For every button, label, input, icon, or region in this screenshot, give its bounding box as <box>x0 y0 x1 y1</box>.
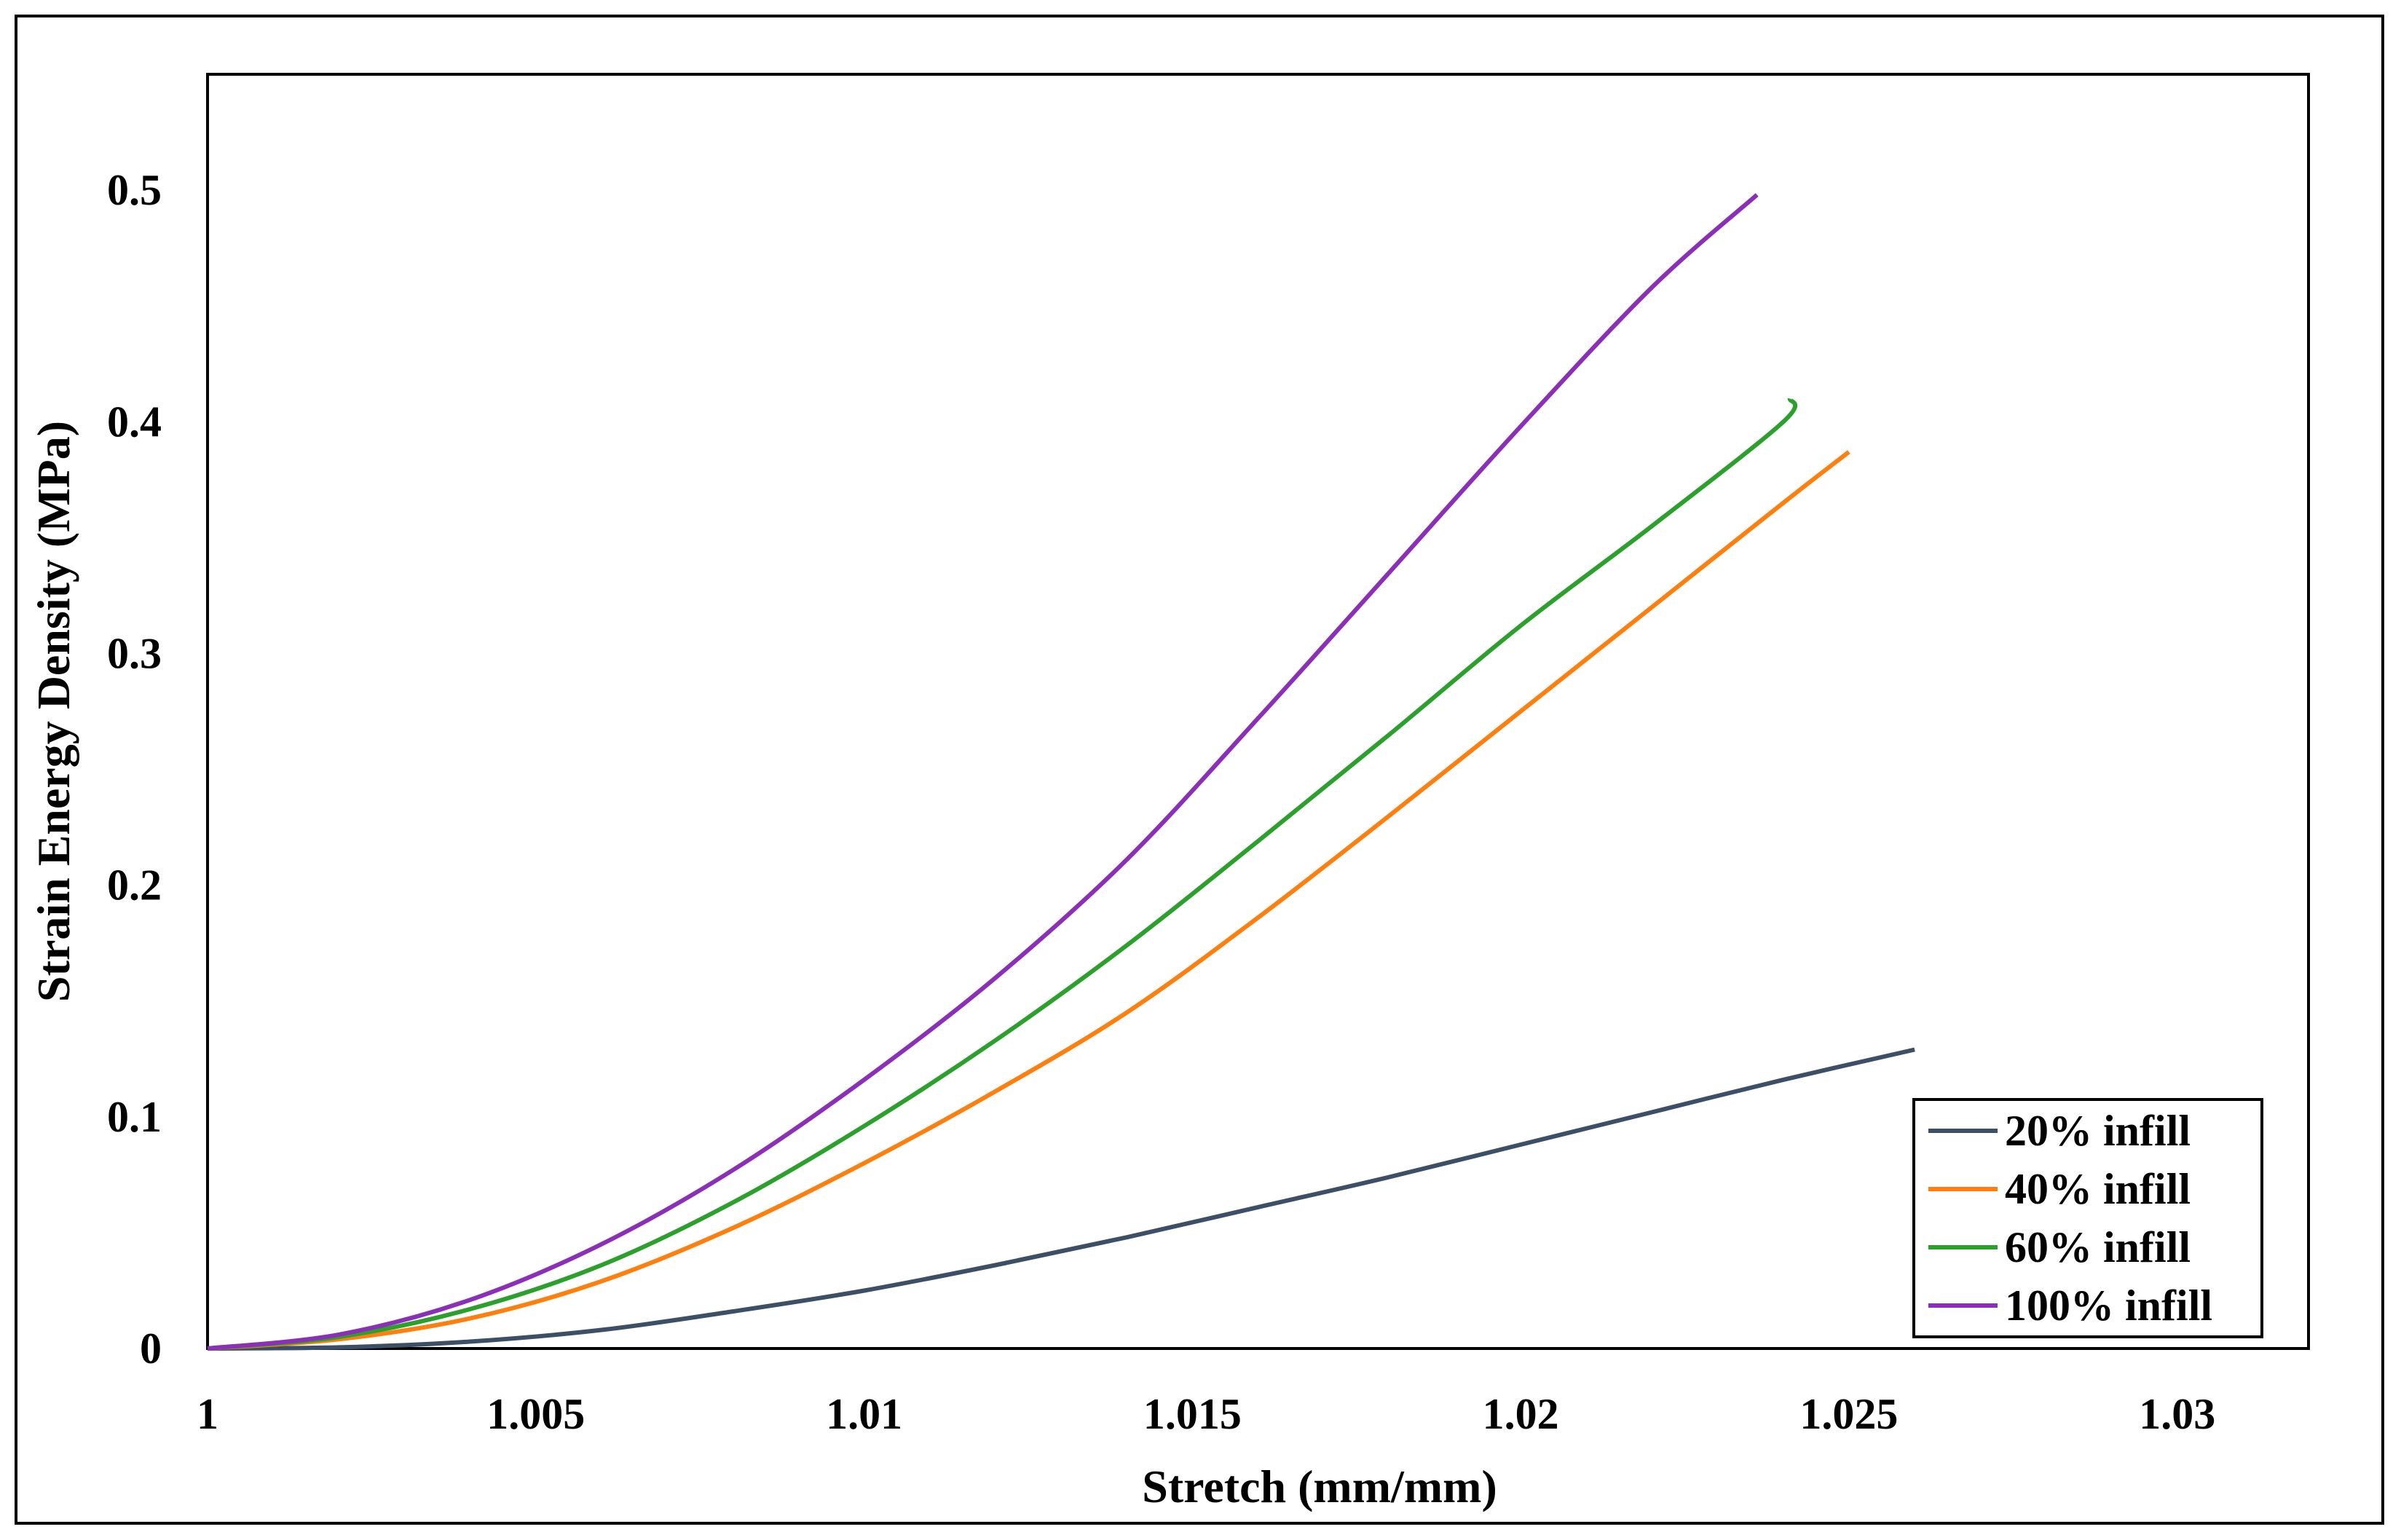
x-tick-label: 1 <box>197 1390 218 1438</box>
legend-label: 40% infill <box>2005 1165 2191 1213</box>
x-tick-label: 1.03 <box>2139 1390 2215 1438</box>
x-axis-ticks: 1 1.005 1.01 1.015 1.02 1.025 1.03 <box>197 1390 2215 1438</box>
y-tick-label: 0.2 <box>107 861 162 909</box>
series-line-40-infill <box>207 450 1850 1351</box>
legend-label: 20% infill <box>2005 1107 2191 1155</box>
x-tick-label: 1.01 <box>826 1390 902 1438</box>
series-line-20-infill <box>207 1047 1915 1351</box>
x-tick-label: 1.02 <box>1483 1390 1559 1438</box>
x-tick-label: 1.015 <box>1143 1390 1242 1438</box>
y-axis-title: Strain Energy Density (MPa) <box>28 421 79 1002</box>
series-line-100-infill <box>207 193 1759 1351</box>
y-tick-label: 0.4 <box>107 398 162 446</box>
legend-box <box>1912 1098 2263 1338</box>
legend-label: 60% infill <box>2005 1223 2191 1271</box>
series-line-60-infill <box>207 398 1798 1351</box>
y-tick-label: 0 <box>140 1324 162 1373</box>
y-tick-label: 0.5 <box>107 166 162 214</box>
x-axis-title: Stretch (mm/mm) <box>1142 1461 1497 1512</box>
y-axis-ticks: 0 0.1 0.2 0.3 0.4 0.5 <box>107 166 162 1373</box>
y-tick-label: 0.1 <box>107 1093 162 1141</box>
x-tick-label: 1.025 <box>1799 1390 1898 1438</box>
x-tick-label: 1.005 <box>486 1390 585 1438</box>
series-lines <box>207 193 1915 1351</box>
y-tick-label: 0.3 <box>107 629 162 677</box>
legend: 20% infill 40% infill 60% infill 100% infil… <box>1912 1098 2263 1338</box>
legend-label: 100% infill <box>2005 1282 2212 1330</box>
